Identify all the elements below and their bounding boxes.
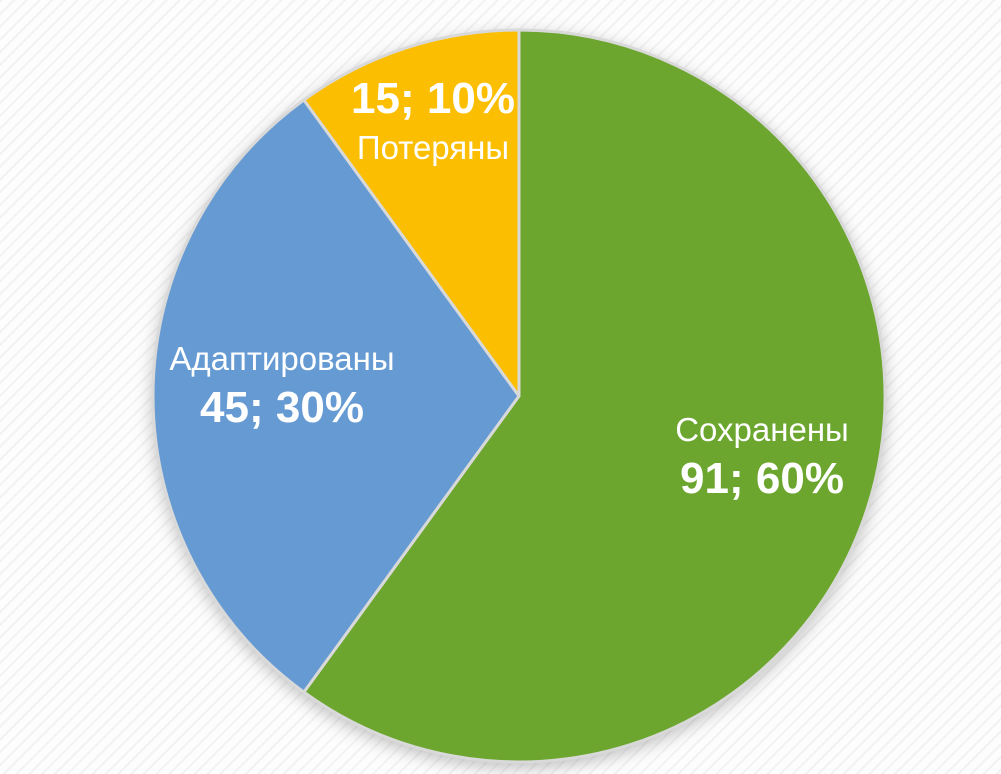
pie-slice-saved [302,28,887,764]
pie-slice-adapted [151,98,521,694]
pie-slice-lost [302,28,521,398]
